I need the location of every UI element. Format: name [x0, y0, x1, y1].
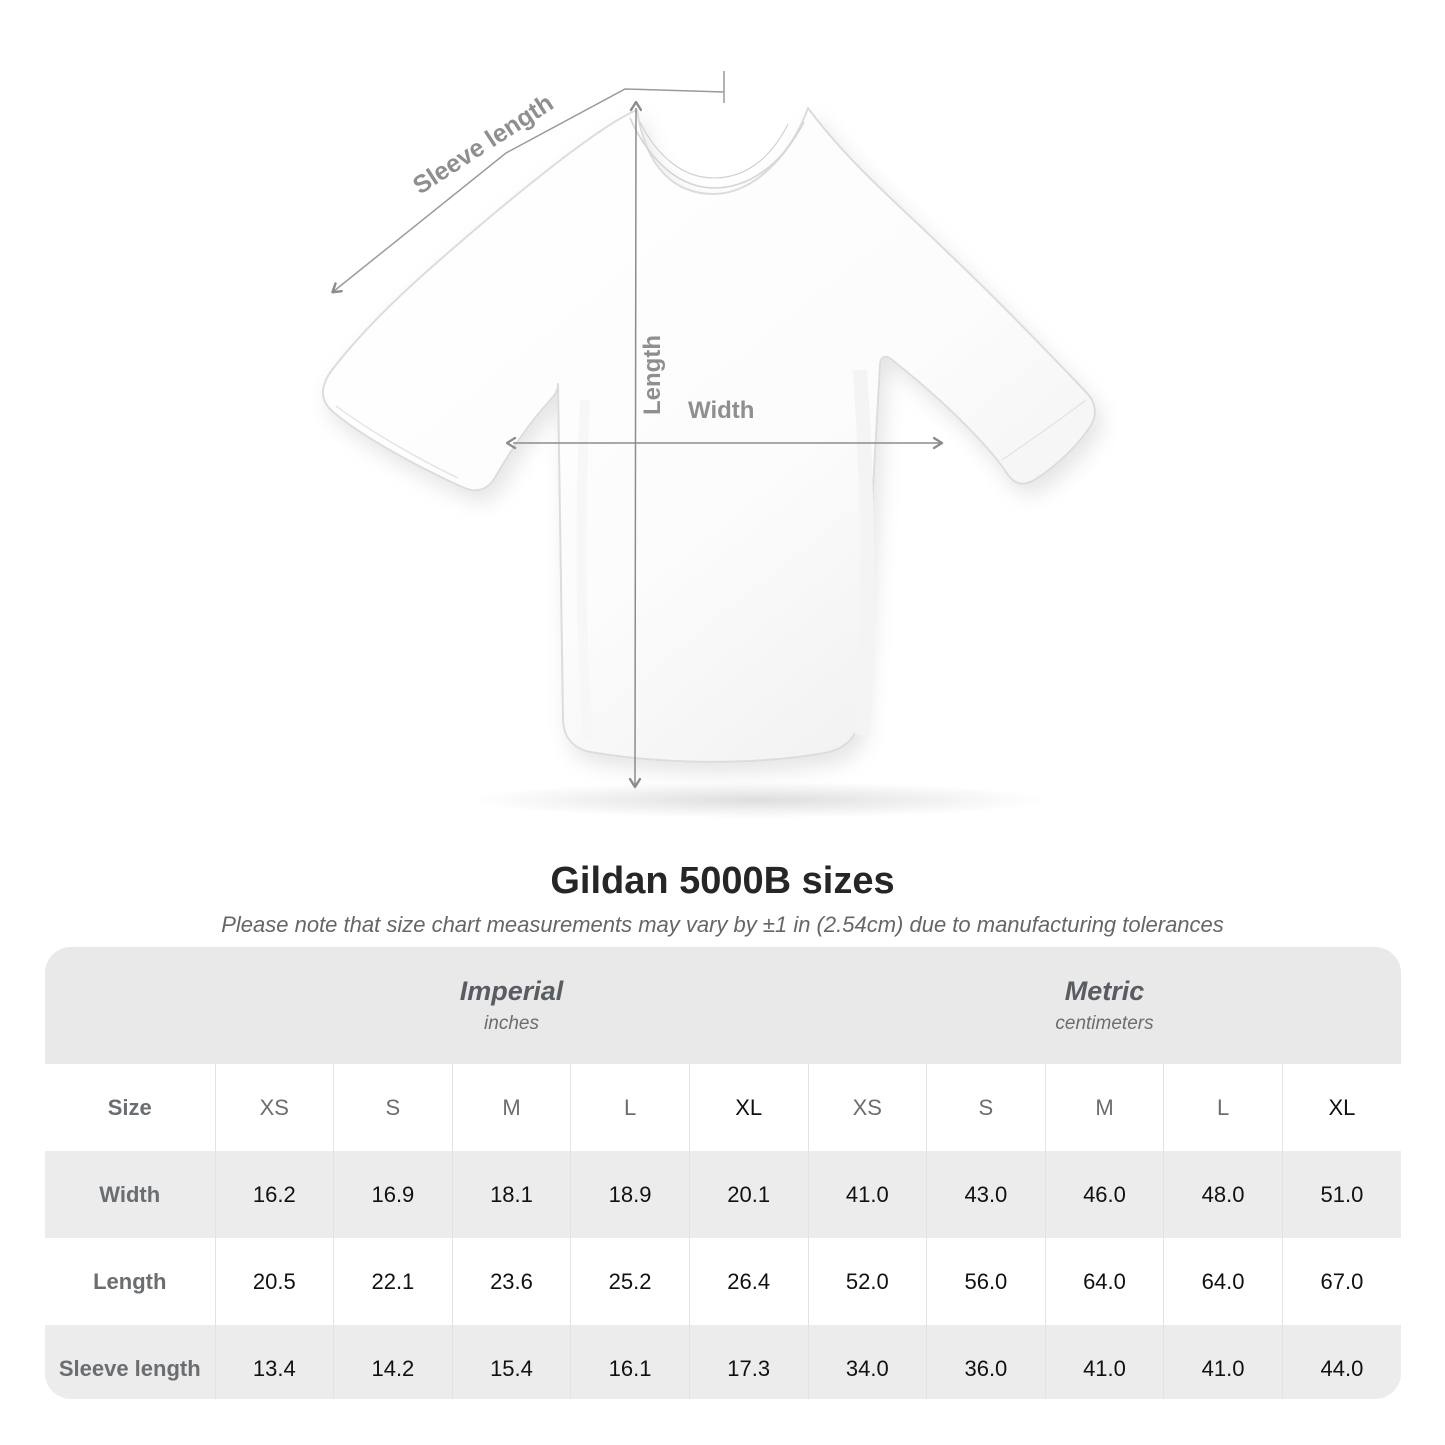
svg-text:Sleeve length: Sleeve length [408, 89, 558, 200]
svg-text:Length: Length [639, 335, 666, 415]
svg-text:Width: Width [688, 397, 754, 424]
